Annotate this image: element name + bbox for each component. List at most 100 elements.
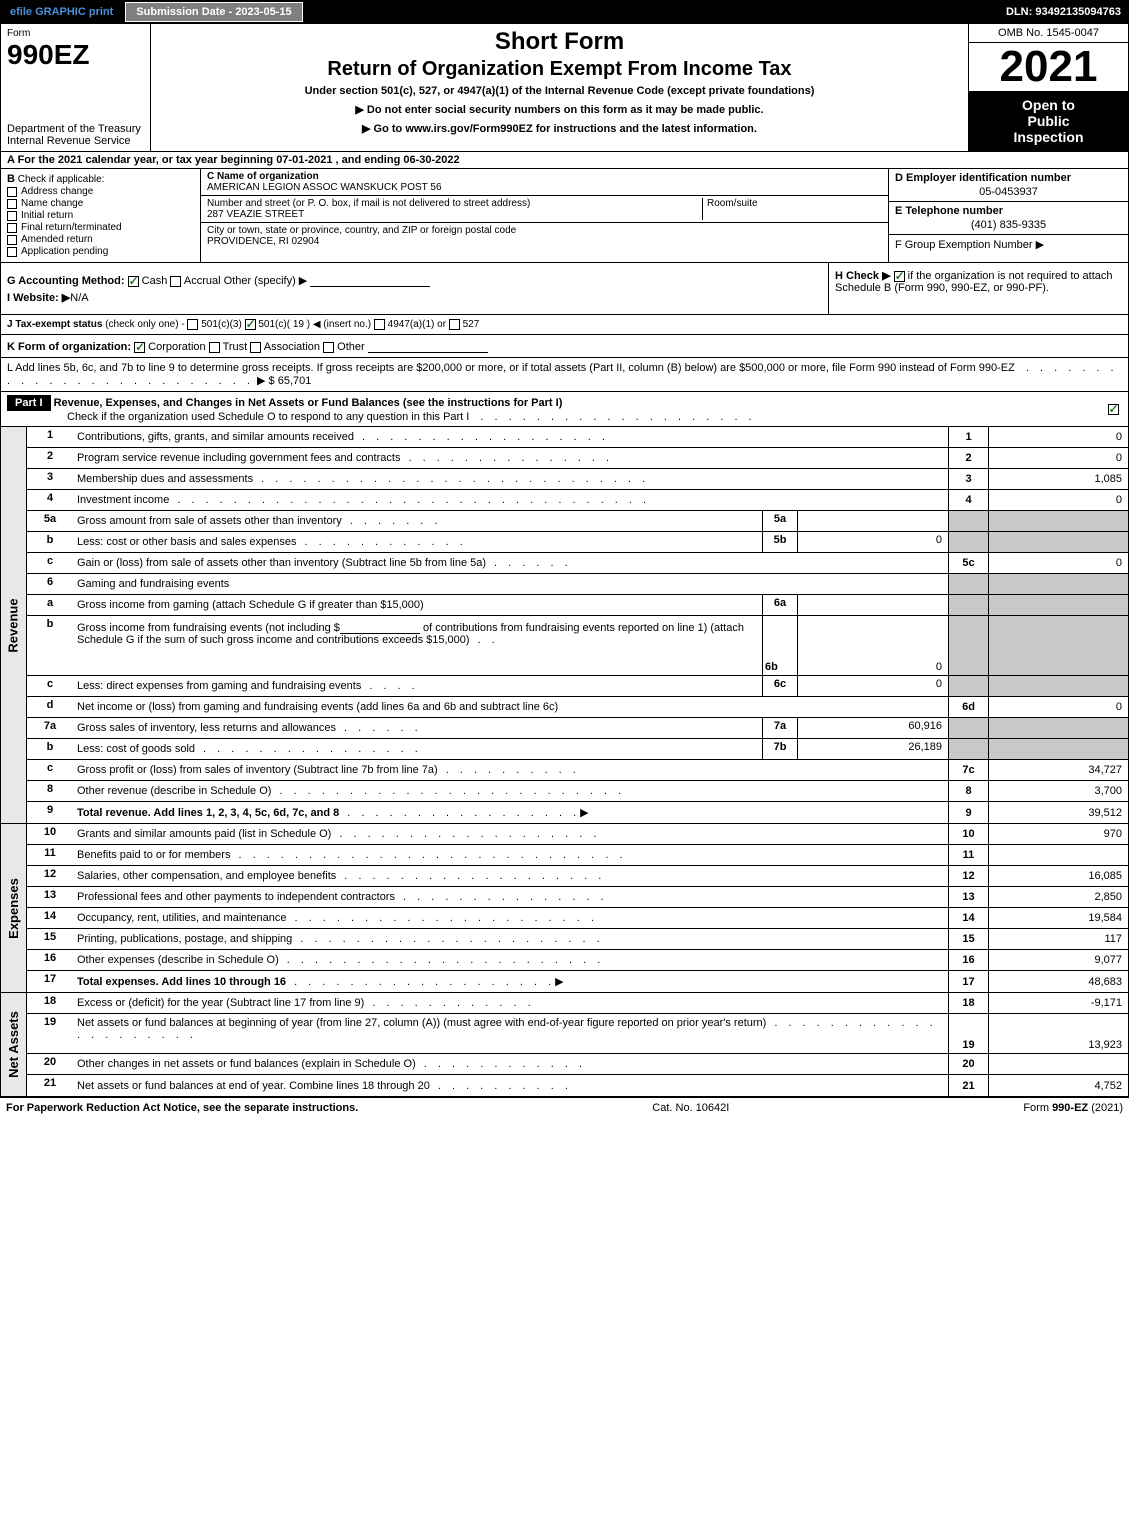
l-value: ▶ $ 65,701 <box>257 375 311 387</box>
k-assoc-checkbox[interactable] <box>250 342 261 353</box>
col-num: 2 <box>948 448 988 468</box>
line-desc: Gross sales of inventory, less returns a… <box>73 718 762 738</box>
j-501c3-checkbox[interactable] <box>187 319 198 330</box>
line-17: 17Total expenses. Add lines 10 through 1… <box>27 971 1128 992</box>
line-6b: bGross income from fundraising events (n… <box>27 616 1128 676</box>
line-num: 17 <box>27 971 73 992</box>
f-label: F Group Exemption Number ▶ <box>895 239 1044 251</box>
k-other-checkbox[interactable] <box>323 342 334 353</box>
part1-checkbox[interactable] <box>1108 404 1119 415</box>
line-num: 11 <box>27 845 73 865</box>
line-7b: bLess: cost of goods sold. . . . . . . .… <box>27 739 1128 760</box>
col-num: 5c <box>948 553 988 573</box>
col-shaded <box>948 739 988 759</box>
chk-amended-return[interactable]: Amended return <box>7 234 194 245</box>
col-shaded <box>948 532 988 552</box>
short-form-title: Short Form <box>495 28 624 56</box>
addr-label: Number and street (or P. O. box, if mail… <box>207 198 530 209</box>
col-shaded <box>988 739 1128 759</box>
row-a: A For the 2021 calendar year, or tax yea… <box>0 152 1129 169</box>
line-6d: dNet income or (loss) from gaming and fu… <box>27 697 1128 718</box>
org-name-row: C Name of organization AMERICAN LEGION A… <box>201 169 888 196</box>
line-desc: Benefits paid to or for members. . . . .… <box>73 845 948 865</box>
addr-value: 287 VEAZIE STREET <box>207 209 304 220</box>
checkbox-icon <box>7 211 17 221</box>
line-3: 3Membership dues and assessments. . . . … <box>27 469 1128 490</box>
j-527-checkbox[interactable] <box>449 319 460 330</box>
row-a-text: A For the 2021 calendar year, or tax yea… <box>7 154 460 166</box>
dln-text: DLN: 93492135094763 <box>1006 6 1125 18</box>
efile-link[interactable]: efile GRAPHIC print <box>4 4 119 20</box>
tax-year: 2021 <box>969 43 1128 91</box>
h-checkbox[interactable] <box>894 271 905 282</box>
col-val: 9,077 <box>988 950 1128 970</box>
line-desc: Occupancy, rent, utilities, and maintena… <box>73 908 948 928</box>
col-val: 13,923 <box>988 1014 1128 1053</box>
accrual-label: Accrual <box>184 275 221 287</box>
chk-final-return[interactable]: Final return/terminated <box>7 222 194 233</box>
col-shaded <box>988 718 1128 738</box>
col-val: 0 <box>988 553 1128 573</box>
k-trust-checkbox[interactable] <box>209 342 220 353</box>
goto-link[interactable]: ▶ Go to www.irs.gov/Form990EZ for instru… <box>362 122 757 135</box>
line-num: 6 <box>27 574 73 594</box>
chk-address-change[interactable]: Address change <box>7 186 194 197</box>
f-row: F Group Exemption Number ▶ <box>889 235 1128 262</box>
under-section-text: Under section 501(c), 527, or 4947(a)(1)… <box>305 85 815 97</box>
col-val: 4,752 <box>988 1075 1128 1096</box>
line-21: 21Net assets or fund balances at end of … <box>27 1075 1128 1096</box>
expenses-lines: 10Grants and similar amounts paid (list … <box>27 824 1128 992</box>
header-right: OMB No. 1545-0047 2021 Open to Public In… <box>968 24 1128 151</box>
dept-text: Department of the Treasury Internal Reve… <box>7 123 144 147</box>
line-num: 10 <box>27 824 73 844</box>
part1-label: Part I <box>7 395 51 411</box>
sub-val: 26,189 <box>798 739 948 759</box>
k-corp-checkbox[interactable] <box>134 342 145 353</box>
top-bar: efile GRAPHIC print Submission Date - 20… <box>0 0 1129 24</box>
line-desc: Program service revenue including govern… <box>73 448 948 468</box>
chk-name-change[interactable]: Name change <box>7 198 194 209</box>
e-label: E Telephone number <box>895 205 1003 217</box>
page-footer: For Paperwork Reduction Act Notice, see … <box>0 1097 1129 1118</box>
line-16: 16Other expenses (describe in Schedule O… <box>27 950 1128 971</box>
sub-num: 6b <box>762 616 798 675</box>
info-block: B Check if applicable: Address change Na… <box>0 169 1129 263</box>
chk-application-pending[interactable]: Application pending <box>7 246 194 257</box>
col-val: -9,171 <box>988 993 1128 1013</box>
b-label: B <box>7 173 15 185</box>
j-501c-checkbox[interactable] <box>245 319 256 330</box>
col-num: 15 <box>948 929 988 949</box>
col-num: 10 <box>948 824 988 844</box>
checkbox-icon <box>7 235 17 245</box>
addr-row: Number and street (or P. O. box, if mail… <box>201 196 888 223</box>
footer-left: For Paperwork Reduction Act Notice, see … <box>6 1102 358 1114</box>
i-label: I Website: ▶ <box>7 292 70 304</box>
line-desc: Excess or (deficit) for the year (Subtra… <box>73 993 948 1013</box>
line-11: 11Benefits paid to or for members. . . .… <box>27 845 1128 866</box>
expenses-side-label: Expenses <box>1 824 27 992</box>
sub-val: 0 <box>798 676 948 696</box>
line-6a: aGross income from gaming (attach Schedu… <box>27 595 1128 616</box>
cash-checkbox[interactable] <box>128 276 139 287</box>
c-label: C Name of organization <box>207 171 319 182</box>
sub-num: 6c <box>762 676 798 696</box>
col-shaded <box>948 676 988 696</box>
line-desc: Total revenue. Add lines 1, 2, 3, 4, 5c,… <box>73 802 948 823</box>
contrib-input[interactable] <box>340 620 420 634</box>
chk-initial-return[interactable]: Initial return <box>7 210 194 221</box>
line-desc: Gaming and fundraising events <box>73 574 948 594</box>
accrual-checkbox[interactable] <box>170 276 181 287</box>
line-desc: Other expenses (describe in Schedule O).… <box>73 950 948 970</box>
j-501c-label: 501(c)( 19 ) ◀ (insert no.) <box>258 319 371 330</box>
k-other-input[interactable] <box>368 339 488 353</box>
col-num: 20 <box>948 1054 988 1074</box>
line-desc: Grants and similar amounts paid (list in… <box>73 824 948 844</box>
col-shaded <box>948 574 988 594</box>
other-input[interactable] <box>310 273 430 287</box>
h-block: H Check ▶ if the organization is not req… <box>828 263 1128 314</box>
line-14: 14Occupancy, rent, utilities, and mainte… <box>27 908 1128 929</box>
line-desc: Printing, publications, postage, and shi… <box>73 929 948 949</box>
form-label: Form <box>7 28 144 39</box>
j-4947-checkbox[interactable] <box>374 319 385 330</box>
netassets-side-label: Net Assets <box>1 993 27 1096</box>
